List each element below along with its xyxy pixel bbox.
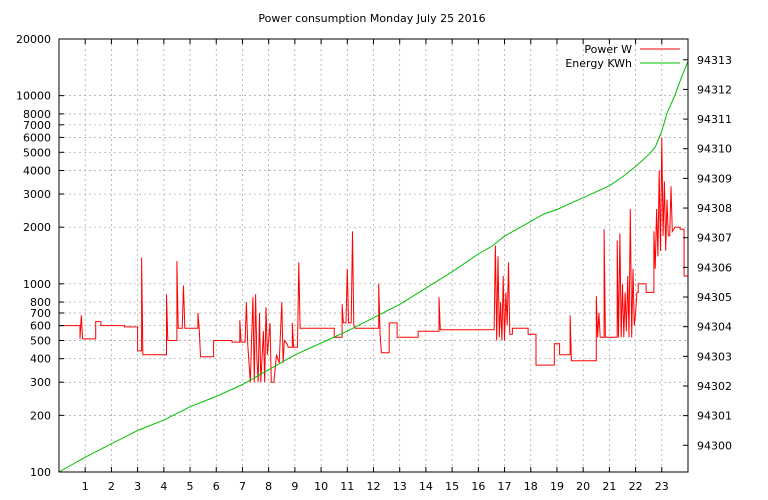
y-tick-label: 10000: [16, 90, 51, 103]
x-tick-label: 12: [367, 480, 381, 493]
y-tick-label: 2000: [23, 221, 51, 234]
legend-label-energy: Energy KWh: [565, 57, 632, 70]
y-tick-label: 6000: [23, 131, 51, 144]
y2-tick-label: 94307: [697, 232, 732, 245]
y-tick-label: 20000: [16, 33, 51, 46]
x-tick-label: 23: [655, 480, 669, 493]
y2-tick-label: 94300: [697, 439, 732, 452]
y-tick-label: 300: [30, 376, 51, 389]
x-tick-label: 8: [265, 480, 272, 493]
y2-tick-label: 94313: [697, 54, 732, 67]
series-line-power: [59, 137, 688, 383]
y-tick-label: 3000: [23, 188, 51, 201]
y2-tick-label: 94306: [697, 261, 732, 274]
series-layer: [58, 61, 689, 473]
x-tick-label: 22: [629, 480, 643, 493]
legend: Power W Energy KWh: [565, 43, 680, 70]
x-tick-label: 7: [239, 480, 246, 493]
y-tick-label: 5000: [23, 146, 51, 159]
y2-tick-label: 94304: [697, 321, 732, 334]
y2-tick-label: 94309: [697, 172, 732, 185]
x-tick-label: 1: [82, 480, 89, 493]
x-tick-label: 18: [524, 480, 538, 493]
grid: [59, 38, 688, 473]
x-tick-label: 17: [498, 480, 512, 493]
x-tick-label: 6: [213, 480, 220, 493]
y2-tick-label: 94311: [697, 113, 732, 126]
x-tick-label: 9: [291, 480, 298, 493]
y-tick-label: 200: [30, 409, 51, 422]
y-tick-label: 8000: [23, 108, 51, 121]
x-tick-label: 3: [134, 480, 141, 493]
x-tick-label: 4: [160, 480, 167, 493]
x-tick-label: 21: [602, 480, 616, 493]
y2-tick-label: 94305: [697, 291, 732, 304]
series-line-energy: [58, 61, 689, 473]
y-tick-label: 4000: [23, 165, 51, 178]
y2-tick-label: 94310: [697, 143, 732, 156]
x-tick-label: 19: [550, 480, 564, 493]
x-tick-label: 20: [576, 480, 590, 493]
x-tick-label: 16: [471, 480, 485, 493]
legend-label-power: Power W: [584, 43, 632, 56]
y2-tick-label: 94301: [697, 410, 732, 423]
x-tick-label: 13: [393, 480, 407, 493]
y-tick-label: 800: [30, 296, 51, 309]
y-tick-label: 7000: [23, 119, 51, 132]
x-tick-label: 14: [419, 480, 433, 493]
y-tick-label: 700: [30, 307, 51, 320]
x-tick-label: 11: [340, 480, 354, 493]
y-tick-label: 100: [30, 466, 51, 479]
y-tick-label: 1000: [23, 278, 51, 291]
y2-tick-label: 94303: [697, 350, 732, 363]
y2-tick-label: 94302: [697, 380, 732, 393]
x-tick-label: 10: [314, 480, 328, 493]
y2-tick-label: 94308: [697, 202, 732, 215]
y-tick-label: 600: [30, 320, 51, 333]
y-tick-label: 400: [30, 353, 51, 366]
x-tick-label: 15: [445, 480, 459, 493]
chart-title: Power consumption Monday July 25 2016: [258, 12, 485, 25]
x-tick-label: 5: [187, 480, 194, 493]
y-tick-label: 500: [30, 334, 51, 347]
y2-tick-label: 94312: [697, 83, 732, 96]
x-tick-label: 2: [108, 480, 115, 493]
axis-ticks: 1 2 3 4 5 6 7 8 9 10 11 12 13 14 15 16 17 18 19 20 21 22 23100…: [16, 33, 732, 493]
